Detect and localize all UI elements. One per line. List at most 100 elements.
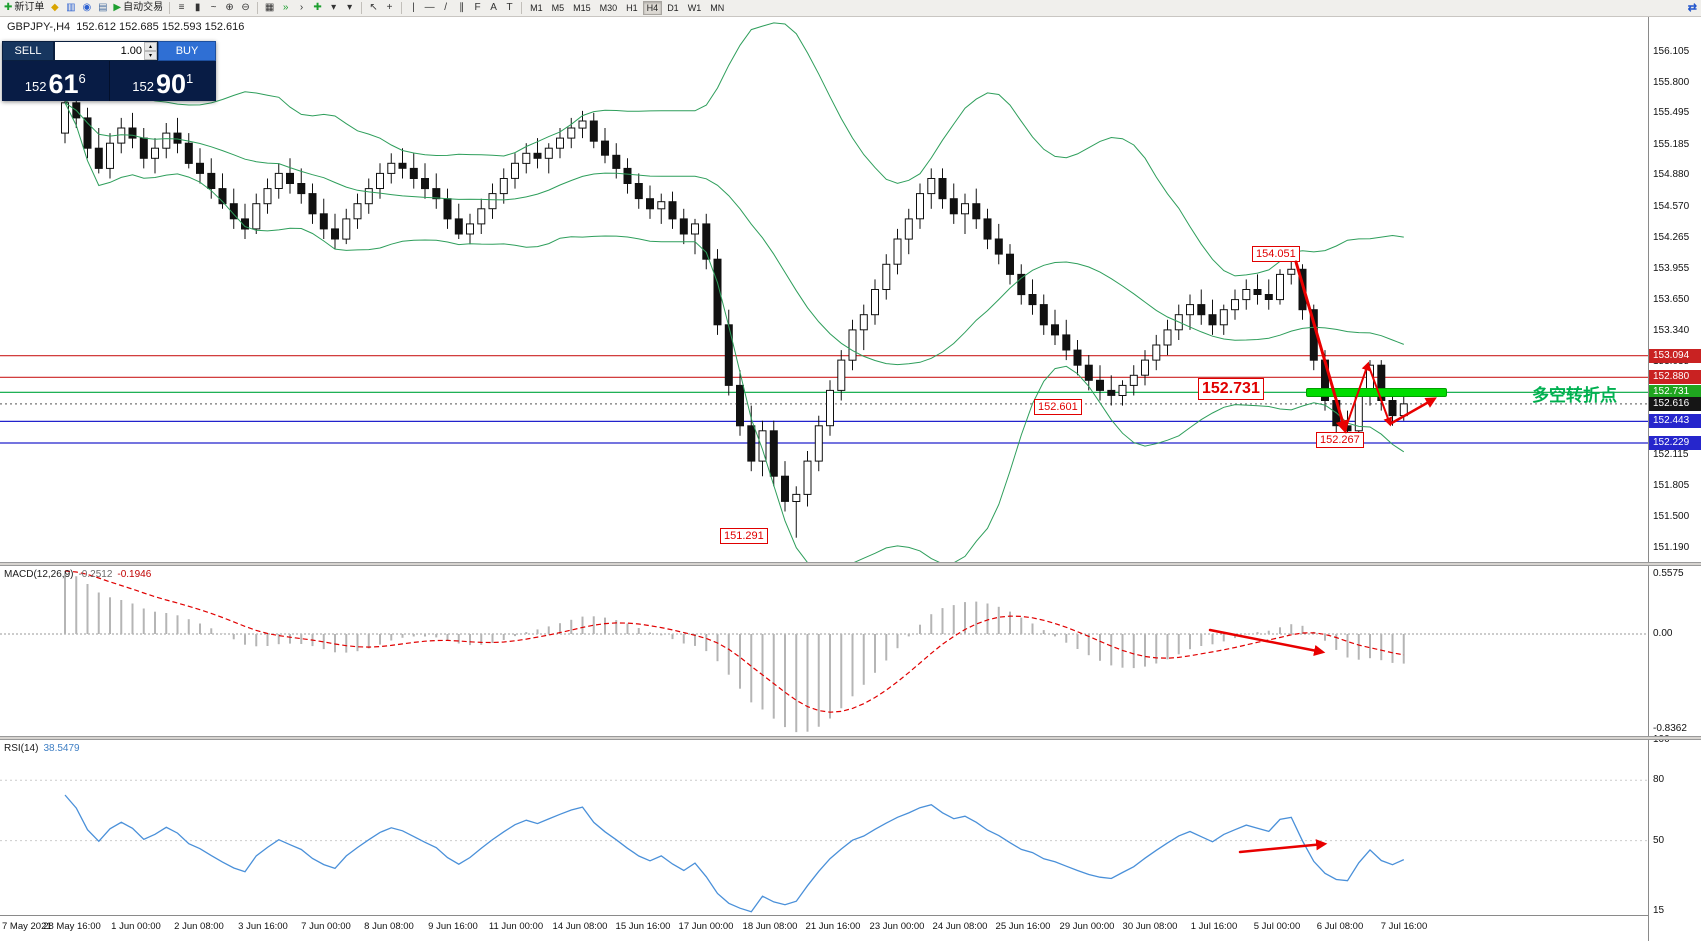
buy-button[interactable]: BUY — [158, 41, 216, 61]
window-controls-icon[interactable]: ⇄ — [1687, 2, 1697, 14]
price-axis-label[interactable]: 151.500 — [1653, 510, 1690, 522]
macd-axis-label: 0.00 — [1653, 628, 1673, 639]
zoom-out-icon: ⊖ — [241, 2, 250, 13]
macd-signal-line — [64, 570, 1404, 713]
price-callout[interactable]: 152.731 — [1198, 378, 1264, 400]
price-axis-label[interactable]: 151.805 — [1653, 479, 1690, 491]
price-callout[interactable]: 154.051 — [1252, 246, 1300, 262]
price-axis-label[interactable]: 152.115 — [1653, 448, 1689, 460]
main-chart-canvas[interactable] — [0, 17, 1648, 562]
cursor-button[interactable]: ↖ — [366, 1, 381, 16]
price-axis-label[interactable]: 153.650 — [1653, 293, 1690, 305]
text-label-icon: T — [506, 2, 513, 13]
price-callout[interactable]: 151.291 — [720, 528, 768, 544]
main-toolbar: ✚ 新订单 ◆ ▥ ◉ ▤ ▶ 自动交易 ≡ ▮ ~ ⊕ ⊖ ▦» › ✚ ▾ ▾ ↖ + | — / ∥ F A T M1 M5 M15… — [0, 0, 1701, 17]
time-axis-label: 1 Jun 00:00 — [111, 921, 161, 932]
sell-price-frac: 6 — [78, 71, 86, 86]
fibonacci-icon: F — [474, 2, 481, 13]
sell-button[interactable]: SELL — [2, 41, 54, 61]
tile-windows-button[interactable]: ▦ — [262, 1, 277, 16]
rsi-axis-label: 80 — [1653, 774, 1665, 786]
text-label-button[interactable]: T — [502, 1, 517, 16]
timeframe-m5-button[interactable]: M5 — [551, 3, 565, 13]
price-callout[interactable]: 152.267 — [1316, 432, 1364, 448]
rsi-canvas[interactable] — [0, 740, 1648, 915]
periods-dropdown-button[interactable]: ▾ — [326, 1, 341, 16]
price-axis-label[interactable]: 153.955 — [1653, 262, 1690, 274]
rsi-value: 38.5479 — [43, 743, 80, 754]
time-axis-label: 15 Jun 16:00 — [615, 921, 671, 932]
price-tag: 152.731 — [1649, 385, 1701, 400]
price-tag: 152.229 — [1649, 436, 1701, 450]
price-axis-label[interactable]: 155.800 — [1653, 76, 1690, 88]
price-axis-label[interactable]: 156.105 — [1653, 45, 1690, 57]
autotrading-button[interactable]: ▶ 自动交易 — [111, 1, 165, 16]
fibonacci-button[interactable]: F — [470, 1, 485, 16]
price-axis-label[interactable]: 154.880 — [1653, 169, 1690, 181]
data-window-button[interactable]: ◉ — [79, 1, 94, 16]
timeframe-m1-button[interactable]: M1 — [530, 3, 543, 13]
macd-canvas[interactable] — [0, 566, 1648, 736]
time-axis-label: 30 Jun 08:00 — [1122, 921, 1178, 932]
cursor-icon: ↖ — [369, 2, 378, 13]
time-axis[interactable]: 7 May 2021 28 May 16:00 1 Jun 00:00 2 Jun 0… — [0, 915, 1648, 941]
horizontal-line-button[interactable]: — — [422, 1, 437, 16]
chart-shift-button[interactable]: › — [294, 1, 309, 16]
price-axis-label[interactable]: 154.570 — [1653, 200, 1690, 212]
auto-scroll-icon: » — [282, 2, 289, 13]
time-axis-label: 9 Jun 16:00 — [428, 921, 478, 932]
timeframe-d1-button[interactable]: D1 — [667, 3, 679, 13]
toolbar-separator — [361, 2, 363, 14]
support-highlight-band[interactable] — [1306, 388, 1447, 397]
time-axis-label: 7 Jun 00:00 — [301, 921, 351, 932]
pane-separator[interactable] — [0, 736, 1701, 740]
navigator-button[interactable]: ▤ — [95, 1, 110, 16]
timeframe-w1-button[interactable]: W1 — [687, 3, 702, 13]
volume-input[interactable] — [55, 42, 144, 60]
chart-bars-button[interactable]: ≡ — [174, 1, 189, 16]
chart-line-button[interactable]: ~ — [206, 1, 221, 16]
zoom-out-button[interactable]: ⊖ — [238, 1, 253, 16]
chart-candles-button[interactable]: ▮ — [190, 1, 205, 16]
alert-button[interactable]: ◆ — [47, 1, 62, 16]
crosshair-button[interactable]: + — [382, 1, 397, 16]
timeframe-h1-button[interactable]: H1 — [626, 3, 638, 13]
time-axis-label: 8 Jun 08:00 — [364, 921, 414, 932]
timeframe-m30-button[interactable]: M30 — [599, 3, 618, 13]
volume-increase-button[interactable]: ▴ — [144, 42, 157, 51]
time-axis-label: 11 Jun 00:00 — [488, 921, 544, 932]
indicators-button[interactable]: ✚ — [310, 1, 325, 16]
price-axis-label[interactable]: 151.190 — [1653, 541, 1690, 553]
timeframe-h4-button[interactable]: H4 — [642, 1, 663, 15]
price-axis-label[interactable]: 155.185 — [1653, 138, 1690, 150]
time-axis-label: 28 May 16:00 — [43, 921, 101, 932]
chart-shift-icon: › — [299, 2, 304, 13]
time-axis-label: 25 Jun 16:00 — [995, 921, 1051, 932]
trendline-button[interactable]: / — [438, 1, 453, 16]
price-axis-label[interactable]: 154.265 — [1653, 231, 1690, 243]
autotrading-label: 自动交易 — [123, 2, 164, 13]
volume-decrease-button[interactable]: ▾ — [144, 51, 157, 60]
sell-price: 152 61 6 — [2, 61, 109, 101]
timeframe-m15-button[interactable]: M15 — [573, 3, 591, 13]
macd-axis-label: 0.5575 — [1653, 568, 1684, 579]
auto-scroll-button[interactable]: » — [278, 1, 293, 16]
buy-price-frac: 1 — [186, 71, 194, 86]
timeframe-mn-button[interactable]: MN — [710, 3, 725, 13]
time-axis-label: 21 Jun 16:00 — [805, 921, 861, 932]
price-callout[interactable]: 152.601 — [1034, 399, 1082, 415]
market-watch-button[interactable]: ▥ — [63, 1, 78, 16]
zoom-in-button[interactable]: ⊕ — [222, 1, 237, 16]
templates-dropdown-button[interactable]: ▾ — [342, 1, 357, 16]
channel-button[interactable]: ∥ — [454, 1, 469, 16]
price-axis-label[interactable]: 153.340 — [1653, 324, 1690, 336]
price-axis-label[interactable]: 155.495 — [1653, 107, 1690, 119]
pane-separator[interactable] — [0, 562, 1701, 566]
price-tag: 152.616 — [1649, 396, 1701, 411]
ohlc-values: 152.612 152.685 152.593 152.616 — [76, 21, 245, 33]
new-order-button[interactable]: ✚ 新订单 — [2, 1, 46, 16]
horizontal-line-icon: — — [424, 2, 435, 13]
text-button[interactable]: A — [486, 1, 501, 16]
vertical-line-button[interactable]: | — [406, 1, 421, 16]
time-axis-label: 23 Jun 00:00 — [869, 921, 925, 932]
